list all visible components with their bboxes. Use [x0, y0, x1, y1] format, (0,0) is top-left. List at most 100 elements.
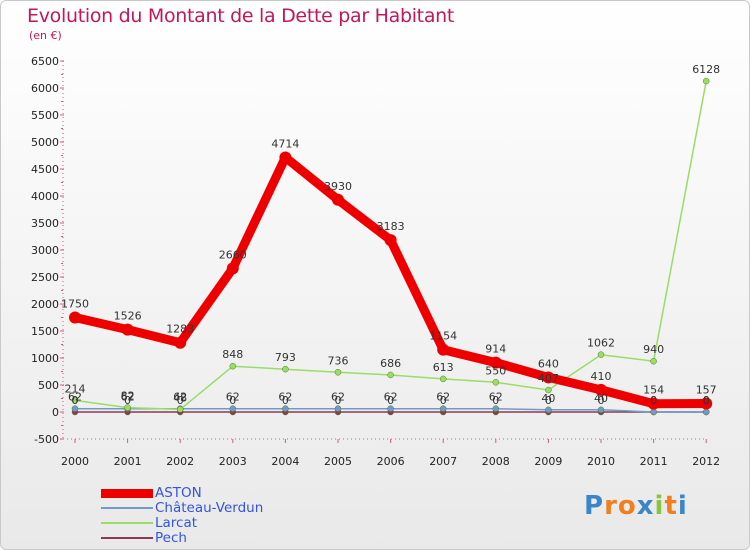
- data-label: 0: [598, 394, 605, 407]
- data-point: [492, 405, 500, 412]
- data-point: [545, 386, 552, 394]
- data-point: [226, 262, 239, 275]
- legend-swatch: [101, 537, 153, 539]
- data-point: [439, 375, 447, 383]
- data-label: 62: [436, 391, 450, 404]
- legend-label: Larcat: [155, 515, 198, 531]
- x-tick-label: 2011: [640, 455, 668, 468]
- data-point: [387, 371, 394, 379]
- data-point: [595, 383, 607, 396]
- data-label: 157: [696, 384, 717, 397]
- data-point: [387, 405, 394, 412]
- y-tick-label: 5500: [31, 109, 59, 122]
- legend-swatch: [101, 488, 153, 498]
- data-label: 0: [440, 394, 447, 407]
- data-label: 0: [703, 394, 710, 407]
- data-label: 0: [282, 394, 289, 407]
- data-point: [597, 351, 605, 358]
- data-point: [492, 379, 500, 386]
- legend-label: Pech: [155, 530, 187, 546]
- data-label: 82: [121, 390, 135, 403]
- logo-letter: P: [584, 491, 605, 521]
- data-label: 62: [68, 391, 82, 404]
- data-label: 0: [387, 394, 394, 407]
- legend-item: Larcat: [101, 515, 401, 531]
- data-label: 4714: [271, 137, 299, 150]
- data-point: [332, 193, 344, 206]
- data-label: 0: [229, 394, 236, 407]
- logo-letter: i: [654, 491, 665, 521]
- data-point: [439, 405, 447, 412]
- data-label: 686: [380, 357, 401, 370]
- data-point: [174, 336, 187, 349]
- x-tick-label: 2003: [219, 455, 247, 468]
- data-label: 62: [384, 391, 398, 404]
- data-label: 1154: [429, 330, 457, 343]
- legend-item: ASTON: [101, 485, 401, 501]
- data-point: [650, 357, 657, 365]
- x-tick-label: 2005: [324, 455, 352, 468]
- y-tick-label: 0: [52, 406, 59, 419]
- data-label: 62: [331, 391, 345, 404]
- legend-item: Château-Verdun: [101, 500, 401, 516]
- data-label: 214: [65, 382, 86, 395]
- data-point: [597, 406, 605, 414]
- data-point: [700, 397, 713, 410]
- data-label: 550: [485, 364, 506, 377]
- data-point: [69, 311, 81, 324]
- data-label: 1750: [61, 298, 89, 311]
- data-label: 40: [541, 392, 555, 405]
- y-tick-label: 2500: [31, 271, 59, 284]
- data-point: [176, 406, 184, 413]
- data-label: 914: [485, 343, 506, 356]
- data-label: 1283: [166, 323, 194, 336]
- legend-label: ASTON: [155, 485, 202, 501]
- data-point: [229, 362, 237, 370]
- data-label: 62: [278, 391, 292, 404]
- proxiti-logo: Proxiti: [584, 491, 688, 521]
- x-tick-label: 2004: [271, 455, 299, 468]
- data-label: 2660: [219, 248, 247, 261]
- logo-letter: i: [677, 491, 688, 521]
- y-tick-label: 6000: [31, 82, 59, 95]
- data-label: 0: [492, 394, 499, 407]
- y-tick-label: 1000: [31, 352, 59, 365]
- legend-item: Pech: [101, 530, 401, 546]
- y-tick-label: 2000: [31, 298, 59, 311]
- x-tick-label: 2002: [166, 455, 194, 468]
- data-point: [545, 406, 552, 414]
- data-label: 0: [703, 394, 710, 407]
- data-label: 736: [328, 354, 349, 367]
- data-label: 793: [275, 351, 296, 364]
- data-point: [702, 77, 710, 85]
- data-label: 62: [173, 391, 187, 404]
- y-tick-label: 3500: [31, 217, 59, 230]
- x-tick-label: 2006: [377, 455, 405, 468]
- data-point: [702, 408, 710, 416]
- data-label: 0: [177, 394, 184, 407]
- data-labels: 1750 1526 1283 2660 4714 3930 3183 1154 914 640 41…: [61, 63, 720, 407]
- data-point: [334, 405, 342, 412]
- chart-unit-subtitle: (en €): [29, 29, 62, 42]
- data-label: 62: [121, 391, 135, 404]
- data-point: [282, 365, 289, 373]
- x-tick-label: 2012: [692, 455, 720, 468]
- data-point: [489, 356, 502, 369]
- data-label: 6128: [692, 63, 720, 76]
- data-point: [334, 369, 342, 376]
- legend-swatch: [101, 522, 153, 524]
- data-point: [647, 397, 660, 410]
- x-tick-label: 2010: [587, 455, 615, 468]
- data-label: 62: [489, 391, 503, 404]
- x-tick-label: 2007: [429, 455, 457, 468]
- data-label: 48: [173, 391, 187, 404]
- chart-title: Evolution du Montant de la Dette par Hab…: [27, 5, 455, 27]
- data-point: [229, 405, 237, 412]
- data-label: 40: [594, 392, 608, 405]
- data-point: [542, 371, 555, 384]
- logo-letter: r: [604, 491, 618, 521]
- data-label: 848: [222, 348, 243, 361]
- data-label: 940: [643, 343, 664, 356]
- y-tick-label: 1500: [31, 325, 59, 338]
- data-point: [282, 405, 289, 412]
